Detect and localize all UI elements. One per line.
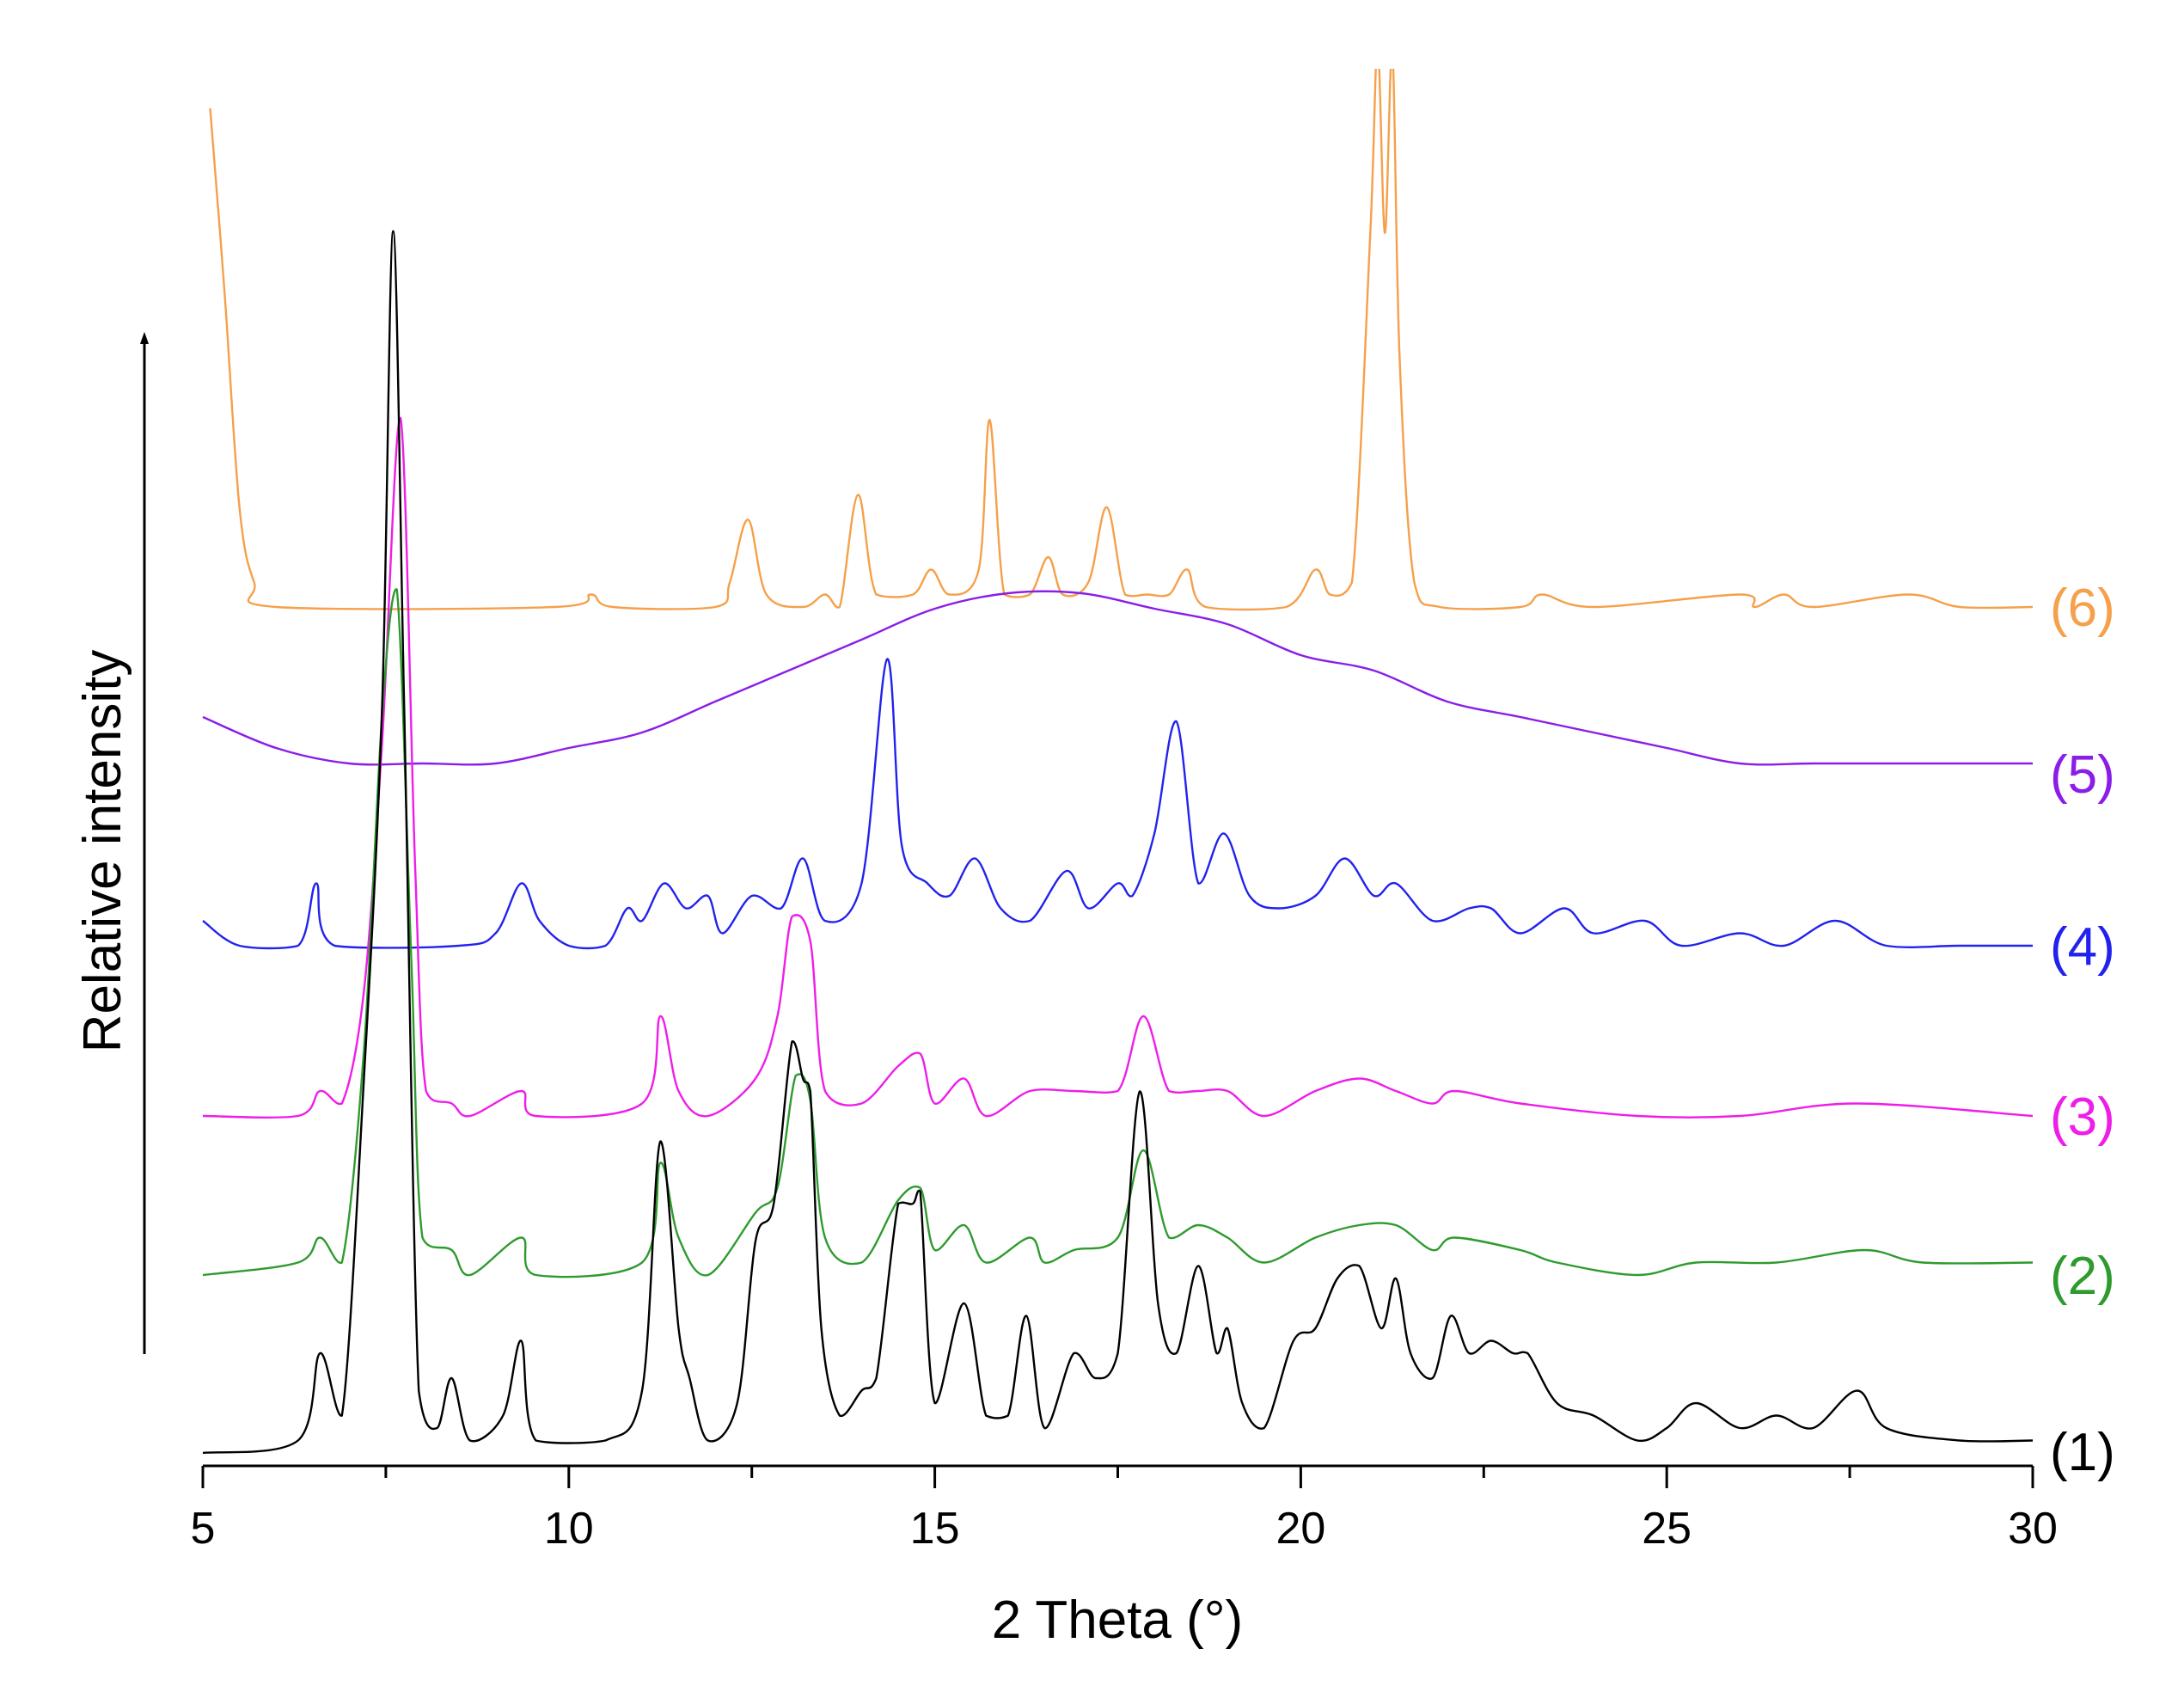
x-tick-label: 5 <box>191 1504 216 1554</box>
x-tick-label: 10 <box>544 1504 594 1554</box>
series-line-5 <box>202 590 2033 766</box>
x-tick-label: 15 <box>910 1504 960 1554</box>
x-axis: 5 10 15 20 25 30 <box>191 1464 2058 1554</box>
series-group <box>202 69 2034 1455</box>
series-label-4: (4) <box>2050 917 2115 977</box>
x-axis-title: 2 Theta (°) <box>992 1591 1243 1650</box>
series-line-6 <box>209 69 2034 611</box>
series-line-3 <box>202 416 2034 1119</box>
series-label-6: (6) <box>2050 579 2115 638</box>
x-tick-label: 30 <box>2008 1504 2058 1554</box>
series-label-5: (5) <box>2050 745 2115 805</box>
x-axis-ticks: 5 10 15 20 25 30 <box>191 1466 2058 1554</box>
series-label-1: (1) <box>2050 1423 2115 1482</box>
x-tick-label: 25 <box>1642 1504 1692 1554</box>
series-line-1 <box>202 230 2034 1455</box>
y-axis-title: Relative intensity <box>73 650 132 1053</box>
x-tick-label: 20 <box>1276 1504 1325 1554</box>
series-label-2: (2) <box>2050 1247 2115 1306</box>
series-label-3: (3) <box>2050 1088 2115 1147</box>
series-labels: (1) (2) (3) (4) (5) (6) <box>2050 579 2115 1482</box>
series-line-4 <box>202 658 2033 950</box>
series-line-2 <box>202 588 2034 1278</box>
